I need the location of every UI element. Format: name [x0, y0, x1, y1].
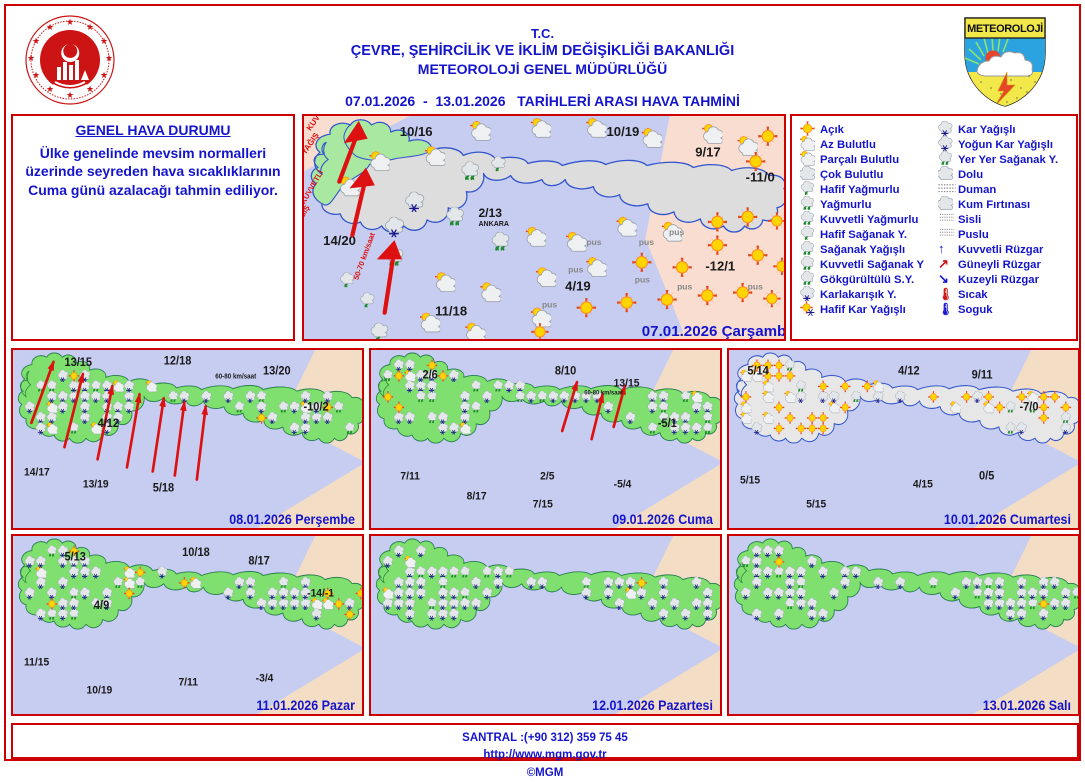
svg-text:8/17: 8/17	[467, 490, 487, 503]
svg-text:Kuvvetli Sağanak Y: Kuvvetli Sağanak Y	[820, 259, 924, 271]
svg-text:4/12: 4/12	[898, 365, 919, 378]
svg-text:10.01.2026 Cumartesi: 10.01.2026 Cumartesi	[944, 511, 1071, 527]
svg-text:Kum Fırtınası: Kum Fırtınası	[958, 199, 1030, 211]
svg-text:Soguk: Soguk	[958, 304, 993, 316]
svg-text:pus: pus	[677, 281, 692, 291]
svg-text:Çok Bulutlu: Çok Bulutlu	[820, 169, 883, 181]
svg-text:Yoğun Kar Yağışlı: Yoğun Kar Yağışlı	[958, 139, 1053, 151]
svg-text:Yer Yer Sağanak Y.: Yer Yer Sağanak Y.	[958, 154, 1058, 166]
svg-text:Puslu: Puslu	[958, 229, 989, 241]
svg-text:ANKARA: ANKARA	[478, 221, 509, 228]
svg-text:60-80 km/saat: 60-80 km/saat	[584, 389, 623, 396]
svg-text:12/18: 12/18	[164, 355, 192, 368]
svg-text:pus: pus	[635, 274, 650, 284]
svg-text:10/18: 10/18	[182, 547, 210, 560]
svg-text:pus: pus	[586, 237, 601, 247]
svg-text:13/15: 13/15	[64, 357, 92, 370]
svg-text:12.01.2026 Pazartesi: 12.01.2026 Pazartesi	[592, 697, 713, 713]
svg-text:7/15: 7/15	[533, 498, 553, 511]
svg-text:13/19: 13/19	[83, 478, 109, 491]
svg-text:08.01.2026 Perşembe: 08.01.2026 Perşembe	[229, 511, 355, 527]
svg-text:13/20: 13/20	[263, 365, 291, 378]
svg-text:11/15: 11/15	[24, 656, 49, 669]
svg-text:10/16: 10/16	[400, 124, 433, 139]
svg-text:pus: pus	[639, 237, 654, 247]
svg-text:8/17: 8/17	[248, 555, 269, 568]
svg-text:5/13: 5/13	[64, 551, 86, 564]
svg-text:pus: pus	[748, 281, 763, 291]
svg-text:-7/0: -7/0	[1019, 401, 1038, 414]
svg-text:Gökgürültülü S.Y.: Gökgürültülü S.Y.	[820, 274, 914, 286]
svg-text:2/13: 2/13	[478, 206, 502, 220]
svg-text:Duman: Duman	[958, 184, 996, 196]
svg-text:Sağanak Yağışlı: Sağanak Yağışlı	[820, 244, 905, 256]
svg-text:🌡: 🌡	[938, 302, 953, 316]
svg-text:4/12: 4/12	[98, 417, 119, 430]
svg-text:Kuvvetli Yağmurlu: Kuvvetli Yağmurlu	[820, 214, 918, 226]
svg-text:-3/4: -3/4	[256, 672, 274, 685]
svg-text:Açık: Açık	[820, 124, 845, 136]
svg-text:Hafif Kar Yağışlı: Hafif Kar Yağışlı	[820, 304, 906, 316]
svg-text:Parçalı Bulutlu: Parçalı Bulutlu	[820, 154, 899, 166]
svg-text:Az Bulutlu: Az Bulutlu	[820, 139, 876, 151]
svg-text:Sisli: Sisli	[958, 214, 981, 226]
svg-text:4/19: 4/19	[565, 279, 590, 294]
svg-text:YAĞIŞ: YAĞIŞ	[304, 204, 312, 228]
svg-text:Dolu: Dolu	[958, 169, 983, 181]
svg-text:7/11: 7/11	[178, 676, 197, 689]
svg-text:5/15: 5/15	[740, 474, 760, 487]
svg-text:5/18: 5/18	[153, 482, 175, 495]
svg-text:Yağmurlu: Yağmurlu	[820, 199, 872, 211]
svg-text:2/6: 2/6	[422, 369, 438, 382]
svg-text:METEOROLOJİ: METEOROLOJİ	[967, 22, 1043, 35]
svg-text:09.01.2026 Cuma: 09.01.2026 Cuma	[612, 511, 713, 527]
svg-text:7/11: 7/11	[400, 470, 419, 483]
svg-text:10/19: 10/19	[87, 684, 113, 697]
svg-text:-14/-1: -14/-1	[307, 587, 334, 600]
svg-text:↘: ↘	[938, 271, 949, 286]
svg-text:13.01.2026 Salı: 13.01.2026 Salı	[983, 697, 1071, 713]
svg-text:13/15: 13/15	[614, 377, 640, 390]
svg-text:60-80 km/saat: 60-80 km/saat	[215, 373, 257, 380]
svg-text:Sıcak: Sıcak	[958, 289, 988, 301]
svg-text:Kar Yağışlı: Kar Yağışlı	[958, 124, 1016, 136]
svg-text:-11/0: -11/0	[746, 170, 775, 185]
svg-text:8/10: 8/10	[555, 365, 576, 378]
svg-text:Karlakarışık Y.: Karlakarışık Y.	[820, 289, 896, 301]
svg-text:-12/1: -12/1	[705, 258, 735, 273]
svg-text:Güneyli Rüzgar: Güneyli Rüzgar	[958, 259, 1041, 271]
svg-text:4/9: 4/9	[94, 599, 110, 612]
svg-text:pus: pus	[669, 227, 684, 237]
svg-text:Hafif Sağanak Y.: Hafif Sağanak Y.	[820, 229, 907, 241]
svg-text:11.01.2026 Pazar: 11.01.2026 Pazar	[256, 697, 355, 713]
svg-text:pus: pus	[542, 300, 557, 310]
svg-text:-5/4: -5/4	[614, 478, 632, 491]
svg-text:9/17: 9/17	[695, 144, 720, 159]
svg-text:5/14: 5/14	[747, 365, 769, 378]
svg-text:5/15: 5/15	[806, 498, 826, 511]
svg-text:🌡: 🌡	[938, 287, 953, 301]
svg-text:Hafif Yağmurlu: Hafif Yağmurlu	[820, 184, 900, 196]
svg-text:4/15: 4/15	[913, 478, 933, 491]
svg-text:11/18: 11/18	[435, 304, 467, 319]
svg-text:Kuzeyli Rüzgar: Kuzeyli Rüzgar	[958, 274, 1040, 286]
svg-text:pus: pus	[568, 264, 583, 274]
svg-text:-10/2: -10/2	[303, 401, 328, 414]
svg-text:0/5: 0/5	[979, 470, 995, 483]
svg-text:↑: ↑	[938, 241, 945, 256]
svg-text:-5/1: -5/1	[658, 417, 678, 430]
svg-text:Kuvvetli Rüzgar: Kuvvetli Rüzgar	[958, 244, 1044, 256]
svg-text:↗: ↗	[938, 256, 949, 271]
svg-text:2/5: 2/5	[540, 470, 554, 483]
svg-text:9/11: 9/11	[972, 369, 993, 382]
svg-text:10/19: 10/19	[607, 124, 640, 139]
svg-text:07.01.2026 Çarşamba: 07.01.2026 Çarşamba	[642, 323, 786, 340]
svg-text:14/17: 14/17	[24, 466, 50, 479]
